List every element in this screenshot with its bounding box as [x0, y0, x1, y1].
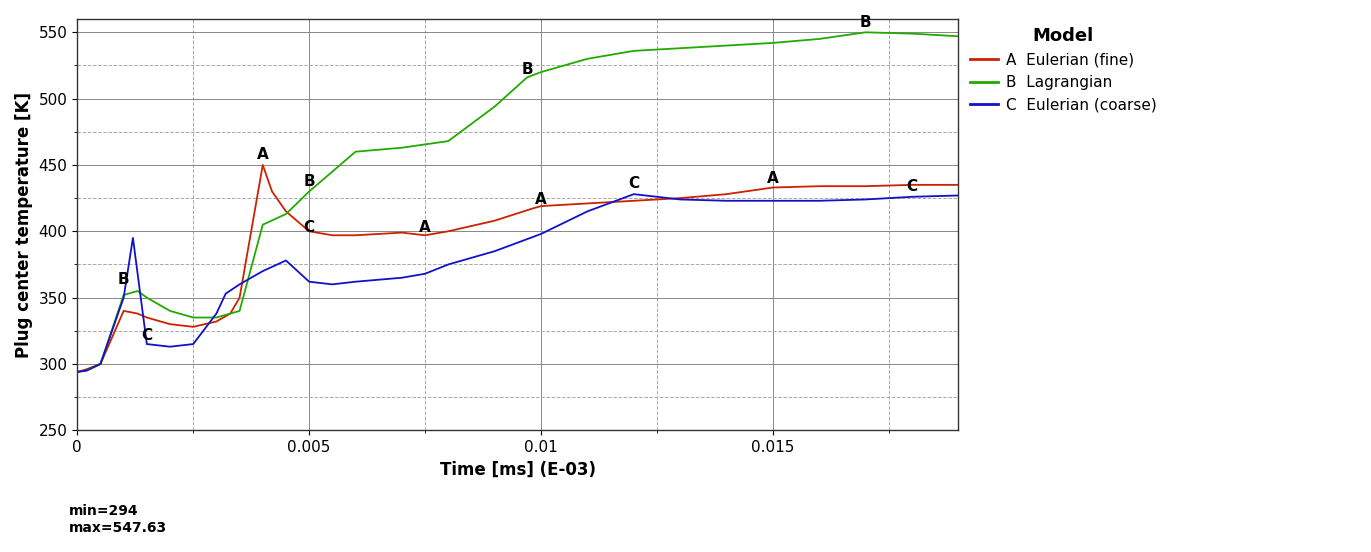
Text: C: C [628, 177, 639, 192]
Text: min=294
max=547.63: min=294 max=547.63 [69, 505, 167, 534]
Text: A: A [535, 193, 547, 208]
Legend: A  Eulerian (fine), B  Lagrangian, C  Eulerian (coarse): A Eulerian (fine), B Lagrangian, C Euler… [971, 26, 1156, 113]
Text: A: A [766, 171, 779, 186]
Y-axis label: Plug center temperature [K]: Plug center temperature [K] [15, 92, 33, 358]
Text: A: A [256, 147, 269, 162]
Text: A: A [420, 220, 430, 235]
Text: B: B [303, 174, 315, 189]
Text: C: C [303, 220, 315, 235]
Text: B: B [521, 62, 533, 77]
X-axis label: Time [ms] (E-03): Time [ms] (E-03) [440, 460, 596, 479]
Text: C: C [906, 179, 917, 194]
Text: C: C [141, 328, 152, 343]
Text: B: B [118, 272, 129, 287]
Text: B: B [860, 15, 872, 30]
